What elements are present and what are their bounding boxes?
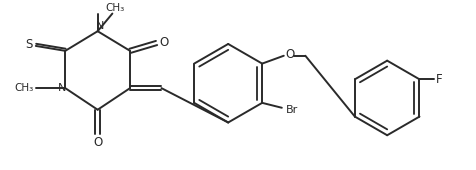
Text: O: O	[93, 136, 102, 149]
Text: N: N	[58, 83, 67, 93]
Text: N: N	[95, 21, 104, 31]
Text: F: F	[436, 73, 442, 86]
Text: CH₃: CH₃	[14, 83, 34, 93]
Text: Br: Br	[286, 105, 298, 115]
Text: O: O	[285, 48, 294, 61]
Text: S: S	[25, 38, 33, 52]
Text: CH₃: CH₃	[106, 3, 125, 13]
Text: O: O	[160, 36, 169, 48]
